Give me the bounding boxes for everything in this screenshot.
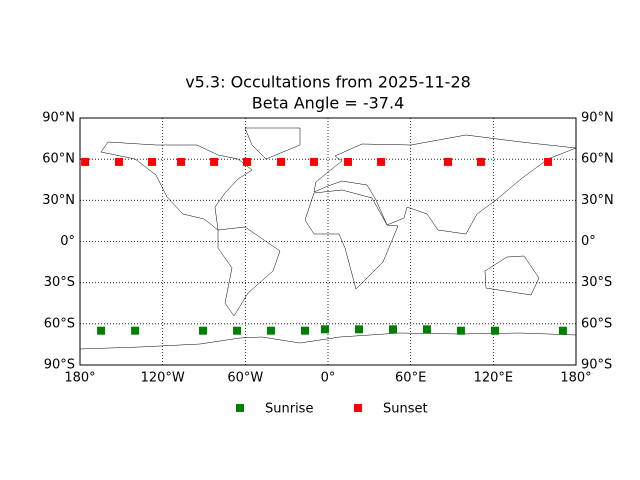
y-tick-label: 30°N — [42, 193, 75, 208]
point — [490, 326, 499, 335]
y-tick-label-right: 30°S — [581, 275, 612, 290]
point — [300, 326, 309, 335]
y-tick-label-right: 30°N — [581, 193, 614, 208]
x-tick-label: 0° — [321, 371, 336, 386]
y-tick-label: 90°N — [42, 111, 75, 126]
point — [97, 326, 106, 335]
point — [558, 326, 567, 335]
point — [199, 326, 208, 335]
point — [176, 157, 185, 166]
point — [277, 157, 286, 166]
x-tick-label: 60°W — [227, 371, 263, 386]
south-america — [217, 226, 281, 317]
point — [377, 157, 386, 166]
point — [131, 326, 140, 335]
point — [114, 157, 123, 166]
point — [81, 157, 90, 166]
antarctica — [79, 332, 577, 350]
y-tick-label-right: 0° — [581, 234, 596, 249]
legend-swatch — [354, 404, 362, 412]
legend: Sunrise Sunset — [236, 402, 428, 417]
point — [422, 325, 431, 334]
point — [343, 157, 352, 166]
y-tick-label-right: 90°S — [581, 358, 612, 373]
y-tick-label: 60°N — [42, 152, 75, 167]
y-tick-label-right: 90°N — [581, 111, 614, 126]
chart-subtitle: Beta Angle = -37.4 — [252, 94, 405, 113]
point — [544, 157, 553, 166]
point — [320, 325, 329, 334]
chart-title: v5.3: Occultations from 2025-11-28 — [185, 73, 471, 92]
point — [148, 157, 157, 166]
point — [476, 157, 485, 166]
point — [389, 325, 398, 334]
eurasia — [313, 134, 577, 235]
coastlines — [79, 127, 577, 350]
y-tick-label-right: 60°S — [581, 316, 612, 331]
point — [233, 326, 242, 335]
x-tick-label: 120°E — [474, 371, 514, 386]
point — [242, 157, 251, 166]
africa — [304, 189, 399, 290]
point — [444, 157, 453, 166]
north-america — [100, 141, 253, 231]
greenland — [244, 127, 301, 160]
y-tick-label: 0° — [60, 234, 75, 249]
australia — [484, 255, 540, 296]
y-tick-label: 90°S — [44, 358, 75, 373]
x-tick-label: 180° — [560, 371, 591, 386]
point — [266, 326, 275, 335]
legend-label: Sunrise — [265, 402, 313, 417]
x-tick-label: 60°E — [395, 371, 426, 386]
y-tick-label: 30°S — [44, 275, 75, 290]
y-tick-label-right: 60°N — [581, 152, 614, 167]
x-tick-label: 120°W — [141, 371, 185, 386]
x-tick-label: 180° — [64, 371, 95, 386]
point — [210, 157, 219, 166]
y-tick-label: 60°S — [44, 316, 75, 331]
legend-swatch — [236, 404, 244, 412]
point — [355, 325, 363, 334]
legend-label: Sunset — [383, 402, 428, 417]
point — [456, 326, 465, 335]
point — [309, 157, 318, 166]
